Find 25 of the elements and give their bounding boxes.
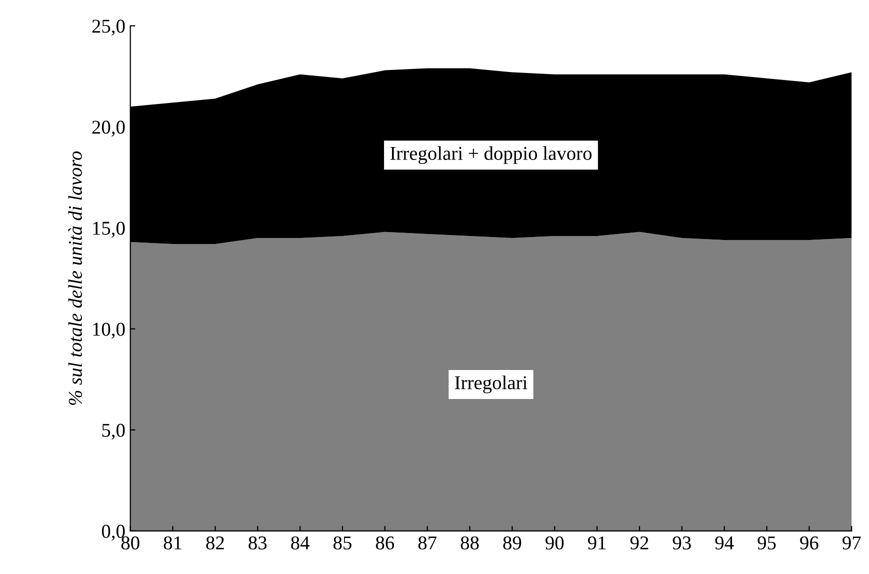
x-tick-label: 91 [588, 536, 606, 550]
x-tick-label: 93 [672, 536, 691, 550]
series-label: Irregolari + doppio lavoro [390, 146, 592, 164]
x-tick-label: 90 [546, 536, 564, 550]
x-tick-label: 97 [842, 536, 861, 550]
y-tick-label: 15,0 [93, 222, 125, 238]
y-tick-label: 10,0 [93, 322, 125, 339]
x-tick-label: 84 [291, 536, 310, 550]
x-tick-label: 88 [460, 536, 479, 550]
x-tick-label: 86 [376, 536, 394, 550]
x-tick-label: 94 [715, 536, 734, 550]
series-label: Irregolari [454, 376, 528, 394]
y-axis-title: % sul totale delle unità di lavoro [68, 151, 82, 405]
x-tick-label: 92 [630, 536, 648, 550]
x-tick-label: 96 [800, 536, 818, 550]
x-tick-label: 83 [248, 536, 267, 550]
x-tick-label: 82 [206, 536, 224, 550]
y-tick-label: 5,0 [102, 424, 125, 440]
x-tick-label: 81 [164, 536, 182, 550]
y-tick-label: 25,0 [92, 20, 125, 36]
y-tick-label: 20,0 [92, 120, 125, 137]
x-tick-label: 95 [758, 536, 776, 550]
x-tick-label: 87 [418, 536, 437, 550]
x-tick-label: 85 [334, 536, 352, 550]
x-tick-label: 89 [503, 536, 522, 550]
